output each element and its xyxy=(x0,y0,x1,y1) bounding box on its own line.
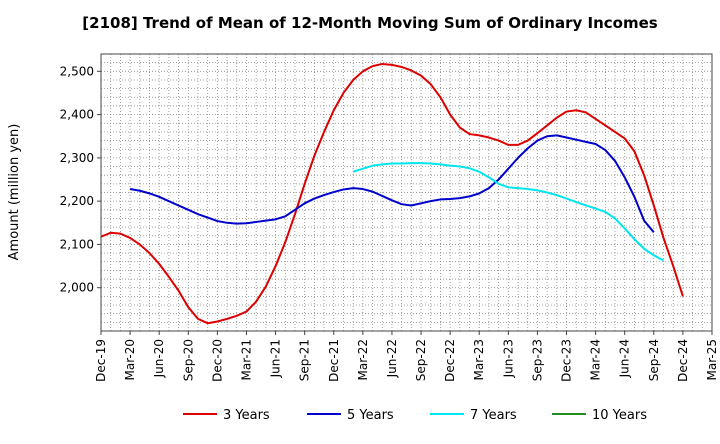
x-tick-label: Dec-22 xyxy=(443,339,457,382)
y-tick-label: 2,100 xyxy=(60,237,94,251)
legend: 3 Years 5 Years 7 Years 10 Years xyxy=(183,408,647,423)
legend-label: 5 Years xyxy=(347,408,394,423)
x-tick-label: Mar-23 xyxy=(472,339,486,380)
series-line-5-years xyxy=(129,134,655,233)
y-axis-label: Amount (million yen) xyxy=(7,124,22,261)
plot-frame xyxy=(100,53,713,332)
x-tick-label: Jun-22 xyxy=(385,339,399,378)
series-line-7-years xyxy=(352,162,664,262)
x-tick-label: Mar-22 xyxy=(356,339,370,380)
series-lines xyxy=(100,62,684,325)
x-tick-label: Mar-25 xyxy=(705,339,719,380)
legend-label: 3 Years xyxy=(223,408,270,423)
x-tick-label: Jun-21 xyxy=(269,339,283,378)
x-tick-label: Mar-21 xyxy=(239,339,253,380)
y-tick-label: 2,500 xyxy=(60,64,94,78)
x-tick-label: Sep-24 xyxy=(647,339,661,381)
x-tick-label: Sep-21 xyxy=(298,339,312,381)
x-tick-label: Dec-21 xyxy=(327,339,341,382)
y-tick-label: 2,400 xyxy=(60,108,94,122)
y-axis-ticks: 2,000 2,100 2,200 2,300 2,400 2,500 xyxy=(60,64,101,295)
legend-label: 10 Years xyxy=(592,408,647,423)
y-tick-label: 2,300 xyxy=(60,151,94,165)
y-tick-label: 2,000 xyxy=(60,281,94,295)
plot-area xyxy=(101,54,712,331)
legend-label: 7 Years xyxy=(470,408,517,423)
x-tick-label: Dec-23 xyxy=(560,339,574,382)
x-tick-label: Sep-23 xyxy=(530,339,544,381)
y-tick-label: 2,200 xyxy=(60,194,94,208)
x-tick-label: Dec-19 xyxy=(94,339,108,382)
x-tick-label: Dec-24 xyxy=(676,339,690,382)
x-axis-ticks: Dec-19 Mar-20 Jun-20 Sep-20 Dec-20 Mar-21 Jun-… xyxy=(94,331,719,382)
x-tick-label: Mar-24 xyxy=(589,339,603,380)
x-tick-label: Sep-22 xyxy=(414,339,428,381)
x-tick-label: Dec-20 xyxy=(210,339,224,382)
chart-title: [2108] Trend of Mean of 12-Month Moving … xyxy=(82,14,657,32)
series-line-3-years xyxy=(100,62,684,325)
x-tick-label: Sep-20 xyxy=(181,339,195,381)
x-tick-label: Mar-20 xyxy=(123,339,137,380)
x-tick-label: Jun-20 xyxy=(152,339,166,378)
x-tick-label: Jun-23 xyxy=(501,339,515,378)
x-tick-label: Jun-24 xyxy=(618,339,632,378)
